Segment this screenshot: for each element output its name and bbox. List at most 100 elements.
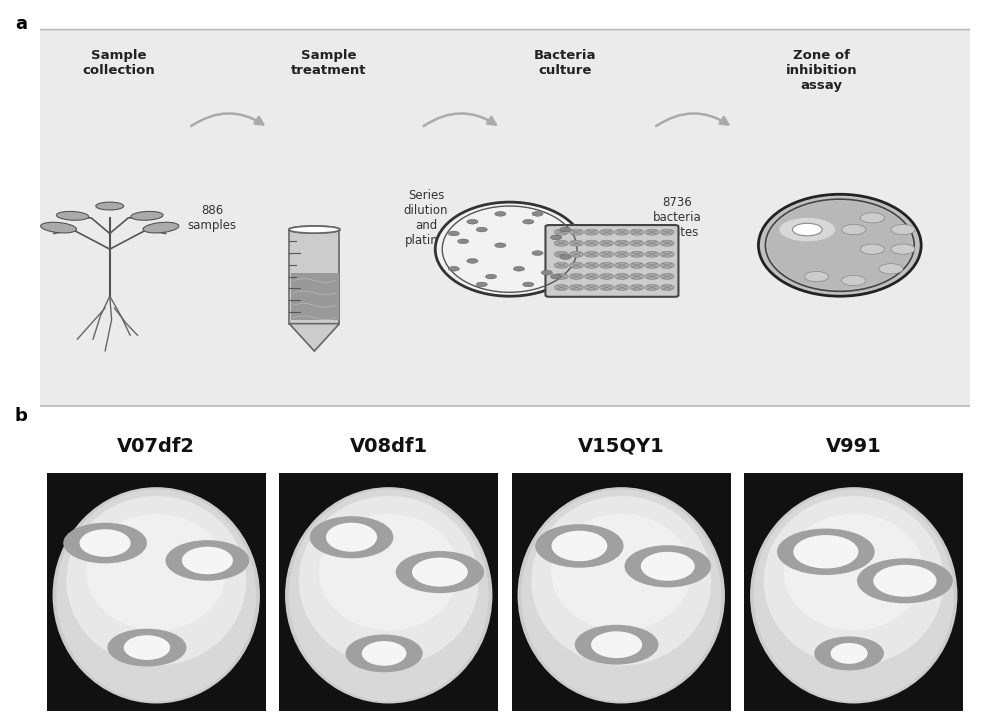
Circle shape [660,285,674,290]
Text: V991: V991 [826,437,882,456]
FancyBboxPatch shape [512,473,731,711]
Circle shape [560,255,571,259]
Ellipse shape [552,531,607,561]
Ellipse shape [166,540,249,581]
FancyBboxPatch shape [290,229,339,324]
Circle shape [532,211,543,216]
Circle shape [467,258,478,264]
Circle shape [585,274,599,280]
Circle shape [804,272,829,282]
Ellipse shape [319,514,459,630]
Circle shape [554,274,568,280]
Circle shape [551,235,562,240]
Ellipse shape [814,637,884,670]
Circle shape [660,229,674,235]
Circle shape [551,274,562,279]
Ellipse shape [396,551,484,593]
FancyBboxPatch shape [31,30,979,406]
Circle shape [600,240,614,246]
Ellipse shape [575,625,658,664]
Circle shape [645,274,659,280]
Circle shape [585,229,599,235]
Circle shape [630,229,644,235]
Ellipse shape [518,487,725,703]
Circle shape [585,251,599,257]
FancyBboxPatch shape [291,273,339,319]
Ellipse shape [289,226,340,233]
Circle shape [891,244,915,254]
Text: Zone of
inhibition
assay: Zone of inhibition assay [785,49,857,92]
Circle shape [600,251,614,257]
Circle shape [660,251,674,257]
Ellipse shape [124,635,170,660]
Circle shape [891,224,915,234]
Ellipse shape [96,202,124,210]
Circle shape [569,274,583,280]
Circle shape [513,266,525,271]
Circle shape [495,243,506,248]
Circle shape [645,240,659,246]
Ellipse shape [625,545,711,587]
Ellipse shape [299,496,479,666]
Circle shape [523,282,534,287]
Ellipse shape [768,201,912,290]
Circle shape [569,251,583,257]
Ellipse shape [346,635,423,672]
Circle shape [448,231,459,236]
Ellipse shape [551,514,691,630]
Ellipse shape [56,211,89,220]
Text: Sample
treatment: Sample treatment [291,49,366,77]
Ellipse shape [831,643,868,664]
Ellipse shape [362,641,406,666]
Circle shape [645,262,659,269]
Circle shape [630,262,644,269]
Circle shape [645,251,659,257]
Ellipse shape [41,222,77,233]
Ellipse shape [435,202,584,296]
Ellipse shape [289,489,489,701]
Circle shape [585,240,599,246]
Text: 886
samples: 886 samples [187,204,237,232]
Circle shape [860,244,884,254]
Ellipse shape [143,222,179,233]
Ellipse shape [131,211,163,220]
Text: Series
dilution
and
plating: Series dilution and plating [404,189,448,247]
Ellipse shape [857,558,953,603]
Ellipse shape [641,552,695,581]
Circle shape [660,274,674,280]
Ellipse shape [289,226,340,233]
Circle shape [645,229,659,235]
Circle shape [485,274,497,279]
Ellipse shape [107,629,186,666]
Ellipse shape [793,535,858,568]
Circle shape [630,240,644,246]
Circle shape [523,219,534,224]
Circle shape [630,274,644,280]
Circle shape [467,219,478,224]
Circle shape [585,285,599,290]
Circle shape [660,240,674,246]
Circle shape [569,229,583,235]
Ellipse shape [285,487,492,703]
Circle shape [560,227,571,232]
Circle shape [554,285,568,290]
Circle shape [600,285,614,290]
Ellipse shape [310,516,393,558]
Ellipse shape [873,565,937,597]
FancyBboxPatch shape [744,473,963,711]
Circle shape [779,218,835,241]
Circle shape [448,266,459,271]
Ellipse shape [764,496,944,666]
Circle shape [645,285,659,290]
Ellipse shape [535,524,624,568]
Circle shape [554,240,568,246]
Ellipse shape [326,523,377,552]
Circle shape [554,251,568,257]
Ellipse shape [758,195,921,296]
Ellipse shape [777,529,875,575]
Circle shape [495,211,506,216]
Circle shape [554,229,568,235]
Text: Bacteria
culture: Bacteria culture [534,49,597,77]
Ellipse shape [182,547,233,574]
Circle shape [600,274,614,280]
